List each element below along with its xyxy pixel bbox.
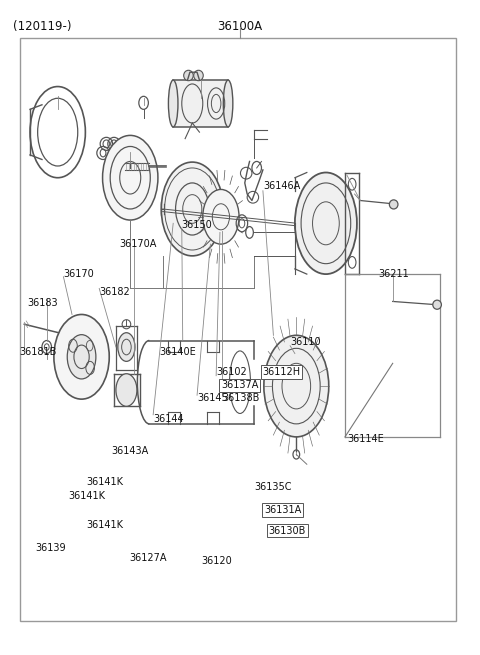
Ellipse shape: [161, 162, 223, 256]
Ellipse shape: [67, 335, 96, 379]
Ellipse shape: [194, 70, 203, 81]
Text: (120119-): (120119-): [13, 20, 72, 33]
Ellipse shape: [264, 335, 329, 437]
Text: 36182: 36182: [99, 288, 130, 297]
Text: 36127A: 36127A: [129, 553, 167, 563]
Ellipse shape: [389, 200, 398, 209]
Ellipse shape: [168, 80, 178, 127]
Text: 36141K: 36141K: [86, 477, 123, 487]
Text: 36102: 36102: [216, 367, 247, 377]
Text: 36130B: 36130B: [269, 526, 306, 536]
Text: 36140E: 36140E: [159, 347, 196, 357]
Text: 36112H: 36112H: [263, 367, 300, 377]
Ellipse shape: [103, 136, 158, 220]
Text: 36120: 36120: [201, 555, 232, 566]
Text: 36135C: 36135C: [254, 482, 292, 492]
Text: 36144: 36144: [153, 414, 184, 424]
Ellipse shape: [433, 300, 442, 309]
Bar: [173, 80, 228, 127]
Text: 36139: 36139: [36, 542, 66, 553]
Ellipse shape: [184, 70, 193, 81]
Text: 36143A: 36143A: [111, 446, 148, 457]
Text: 36100A: 36100A: [217, 20, 263, 33]
Bar: [20, 38, 456, 620]
Text: 36114E: 36114E: [347, 434, 384, 444]
Text: 36170A: 36170A: [120, 239, 157, 249]
Ellipse shape: [223, 80, 233, 127]
Ellipse shape: [118, 333, 135, 362]
Text: 36181B: 36181B: [20, 347, 57, 357]
Text: 36137A: 36137A: [221, 381, 258, 390]
Text: 36150: 36150: [182, 220, 213, 231]
Text: 36141K: 36141K: [86, 521, 123, 531]
Text: 36110: 36110: [290, 337, 321, 348]
Ellipse shape: [203, 189, 239, 244]
Ellipse shape: [54, 314, 109, 399]
Text: 36131A: 36131A: [264, 505, 301, 515]
Text: 36170: 36170: [63, 269, 94, 279]
Text: 36138B: 36138B: [222, 394, 259, 403]
Text: 36183: 36183: [28, 298, 58, 308]
Text: 36211: 36211: [378, 269, 409, 279]
Text: 36145: 36145: [197, 394, 228, 403]
Ellipse shape: [295, 172, 357, 274]
Ellipse shape: [116, 374, 137, 406]
Text: 36146A: 36146A: [263, 181, 300, 191]
Text: 36141K: 36141K: [68, 491, 105, 501]
